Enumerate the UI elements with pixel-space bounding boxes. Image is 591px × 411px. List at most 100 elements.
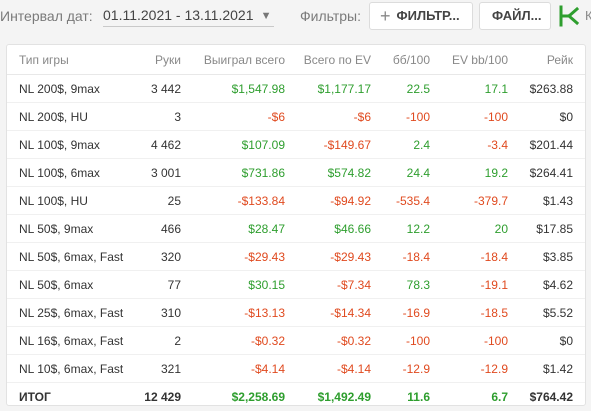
column-header-ev-bb100[interactable]: EV bb/100 bbox=[451, 53, 508, 67]
table-row[interactable]: NL 200$, 9max 3 442 $1,547.98 $1,177.17 22.5… bbox=[7, 75, 585, 103]
cell-bb100: 78.3 bbox=[406, 278, 430, 292]
date-range-value: 01.11.2021 - 13.11.2021 bbox=[103, 7, 254, 23]
column-header-rake[interactable]: Рейк bbox=[546, 53, 573, 67]
cell-game-type: NL 25$, 6max, Fast bbox=[19, 306, 124, 320]
cell-won-total: -$0.32 bbox=[250, 334, 285, 348]
cell-hands: 321 bbox=[160, 362, 181, 376]
table-row[interactable]: NL 10$, 6max, Fast 321 -$4.14 -$4.14 -12.9 -1… bbox=[7, 355, 585, 383]
cell-ev-bb100: 19.2 bbox=[484, 166, 508, 180]
date-range-label: Интервал дат: bbox=[0, 8, 93, 24]
cell-rake: $1.43 bbox=[542, 194, 573, 208]
cell-bb100: 12.2 bbox=[406, 222, 430, 236]
cell-game-type: NL 50$, 6max, Fast bbox=[19, 250, 124, 264]
file-button-label: ФАЙЛ... bbox=[492, 8, 542, 23]
cell-hands: 320 bbox=[160, 250, 181, 264]
column-header-ev-total[interactable]: Всего по EV bbox=[303, 53, 371, 67]
cell-won-total: -$6 bbox=[267, 110, 285, 124]
cell-won-total: $2,258.69 bbox=[231, 390, 285, 404]
cell-won-total: -$13.13 bbox=[244, 306, 285, 320]
cell-ev-bb100: 20 bbox=[494, 222, 508, 236]
cell-hands: 466 bbox=[160, 222, 181, 236]
cell-bb100: 24.4 bbox=[406, 166, 430, 180]
cell-hands: 4 462 bbox=[150, 138, 181, 152]
filter-button[interactable]: + ФИЛЬТР... bbox=[369, 2, 473, 30]
cell-ev-total: -$0.32 bbox=[336, 334, 371, 348]
cell-ev-total: -$7.34 bbox=[336, 278, 371, 292]
table-header: Тип игры Руки Выиграл всего Всего по EV … bbox=[7, 45, 585, 75]
table-row[interactable]: NL 200$, HU 3 -$6 -$6 -100 -100 $0 bbox=[7, 103, 585, 131]
cell-ev-bb100: -100 bbox=[483, 110, 508, 124]
cell-game-type: NL 100$, 9max bbox=[19, 138, 100, 152]
cell-game-type: NL 200$, HU bbox=[19, 110, 88, 124]
cell-hands: 2 bbox=[174, 334, 181, 348]
cell-hands: 3 bbox=[174, 110, 181, 124]
cell-won-total: -$29.43 bbox=[244, 250, 285, 264]
cell-rake: $3.85 bbox=[542, 250, 573, 264]
cell-rake: $4.62 bbox=[542, 278, 573, 292]
table-row[interactable]: NL 100$, 6max 3 001 $731.86 $574.82 24.4 19.2… bbox=[7, 159, 585, 187]
stats-table: Тип игры Руки Выиграл всего Всего по EV … bbox=[6, 44, 586, 406]
clipped-toolbar-item[interactable]: К bbox=[585, 8, 591, 23]
table-row[interactable]: NL 100$, 9max 4 462 $107.09 -$149.67 2.4 -3.4… bbox=[7, 131, 585, 159]
plus-icon: + bbox=[380, 6, 391, 26]
cell-ev-bb100: -18.5 bbox=[480, 306, 508, 320]
filters-label: Фильтры: bbox=[300, 8, 361, 24]
cell-game-type: NL 100$, HU bbox=[19, 194, 88, 208]
cell-ev-total: $1,177.17 bbox=[317, 82, 371, 96]
file-button[interactable]: ФАЙЛ... bbox=[479, 2, 551, 30]
cell-ev-bb100: -100 bbox=[483, 334, 508, 348]
cell-game-type: ИТОГ bbox=[19, 390, 51, 404]
cell-rake: $5.52 bbox=[542, 306, 573, 320]
cell-won-total: $731.86 bbox=[241, 166, 285, 180]
cell-game-type: NL 200$, 9max bbox=[19, 82, 100, 96]
cell-rake: $1.42 bbox=[542, 362, 573, 376]
cell-bb100: 22.5 bbox=[406, 82, 430, 96]
cell-hands: 3 001 bbox=[150, 166, 181, 180]
date-range-select[interactable]: 01.11.2021 - 13.11.2021 ▼ bbox=[103, 5, 274, 27]
cell-bb100: -16.9 bbox=[402, 306, 430, 320]
cell-ev-bb100: 6.7 bbox=[491, 390, 508, 404]
cell-won-total: -$133.84 bbox=[237, 194, 285, 208]
cell-game-type: NL 10$, 6max, Fast bbox=[19, 362, 124, 376]
cell-ev-bb100: -18.4 bbox=[480, 250, 508, 264]
filter-button-label: ФИЛЬТР... bbox=[396, 8, 460, 23]
logo-icon bbox=[559, 5, 580, 27]
cell-rake: $17.85 bbox=[536, 222, 573, 236]
column-header-won-total[interactable]: Выиграл всего bbox=[203, 53, 285, 67]
cell-ev-bb100: -3.4 bbox=[487, 138, 508, 152]
cell-rake: $264.41 bbox=[529, 166, 573, 180]
table-total-row[interactable]: ИТОГ 12 429 $2,258.69 $1,492.49 11.6 6.7 $764.… bbox=[7, 383, 585, 405]
table-row[interactable]: NL 50$, 6max, Fast 320 -$29.43 -$29.43 -18.4… bbox=[7, 243, 585, 271]
cell-hands: 77 bbox=[167, 278, 181, 292]
cell-rake: $764.42 bbox=[529, 390, 573, 404]
cell-ev-bb100: 17.1 bbox=[484, 82, 508, 96]
cell-bb100: 2.4 bbox=[413, 138, 430, 152]
column-header-game-type[interactable]: Тип игры bbox=[19, 53, 69, 67]
cell-won-total: $1,547.98 bbox=[231, 82, 285, 96]
cell-rake: $0 bbox=[559, 110, 573, 124]
cell-game-type: NL 16$, 6max, Fast bbox=[19, 334, 124, 348]
table-row[interactable]: NL 100$, HU 25 -$133.84 -$94.92 -535.4 -379.7… bbox=[7, 187, 585, 215]
cell-rake: $0 bbox=[559, 334, 573, 348]
cell-bb100: -535.4 bbox=[395, 194, 430, 208]
cell-ev-bb100: -12.9 bbox=[480, 362, 508, 376]
cell-ev-total: -$4.14 bbox=[336, 362, 371, 376]
cell-ev-total: $46.66 bbox=[334, 222, 371, 236]
cell-bb100: -100 bbox=[405, 110, 430, 124]
cell-ev-total: -$29.43 bbox=[330, 250, 371, 264]
table-row[interactable]: NL 25$, 6max, Fast 310 -$13.13 -$14.34 -16.9… bbox=[7, 299, 585, 327]
cell-bb100: 11.6 bbox=[407, 390, 430, 404]
cell-game-type: NL 100$, 6max bbox=[19, 166, 100, 180]
cell-rake: $201.44 bbox=[529, 138, 573, 152]
cell-bb100: -100 bbox=[405, 334, 430, 348]
column-header-bb100[interactable]: бб/100 bbox=[392, 53, 430, 67]
cell-bb100: -18.4 bbox=[402, 250, 430, 264]
table-row[interactable]: NL 16$, 6max, Fast 2 -$0.32 -$0.32 -100 -100 $… bbox=[7, 327, 585, 355]
table-row[interactable]: NL 50$, 6max 77 $30.15 -$7.34 78.3 -19.1 $4.62 bbox=[7, 271, 585, 299]
table-row[interactable]: NL 50$, 9max 466 $28.47 $46.66 12.2 20 $17.85 bbox=[7, 215, 585, 243]
cell-hands: 3 442 bbox=[150, 82, 181, 96]
cell-ev-total: -$14.34 bbox=[330, 306, 371, 320]
cell-ev-total: $574.82 bbox=[327, 166, 371, 180]
cell-ev-total: -$6 bbox=[353, 110, 371, 124]
column-header-hands[interactable]: Руки bbox=[155, 53, 181, 67]
